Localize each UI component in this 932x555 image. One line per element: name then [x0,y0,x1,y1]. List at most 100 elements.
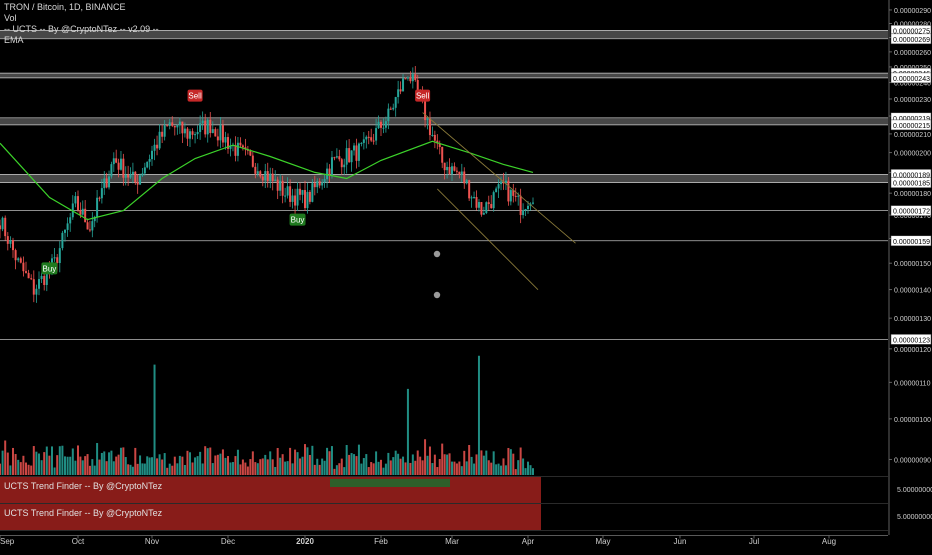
price-marker-box [890,72,932,84]
candle-body [244,147,247,150]
volume-bar [38,453,40,475]
channel-line [422,112,576,244]
volume-bar [517,460,520,475]
price-tick-label: 0.00000130 [894,316,931,323]
volume-bar [532,468,534,475]
volume-bar [527,461,529,475]
candle-body [64,229,66,233]
volume-bar [0,463,1,475]
candle-body [103,178,106,189]
volume-bar [191,462,194,475]
candle-body [392,107,395,110]
volume-bar [460,466,463,475]
candle-body [495,188,498,193]
volume-bar [266,459,269,475]
volume-bar [219,453,222,475]
price-tick-label: 0.00000290 [894,8,931,15]
candle-body [38,279,40,289]
candle-body [204,120,207,135]
volume-bar [211,463,214,475]
volume-bar [209,447,212,475]
volume-bar [239,464,242,475]
signal-badge-bg [187,89,203,102]
volume-bar [296,452,299,475]
volume-bar [487,460,490,475]
candle-body [17,258,20,261]
candle-body [40,275,43,280]
volume-bar [326,447,329,475]
candle-body [134,171,137,183]
time-tick-label: Jun [674,537,687,546]
volume-bar [196,456,199,475]
candle-body [380,121,382,128]
candle-body [507,180,510,202]
candle-body [455,170,458,172]
candle-body [397,89,400,98]
candle-body [438,143,441,147]
candle-body [446,166,449,171]
volume-bar [446,454,449,475]
price-marker-label: 0.00000159 [893,239,930,246]
candle-body [328,168,331,175]
volume-bar [71,448,74,475]
candle-body [294,195,297,206]
time-tick-label: Jul [749,537,759,546]
volume-bar [468,444,471,475]
vol-label: Vol [4,13,17,23]
volume-bar [241,459,244,475]
volume-bar [129,464,132,475]
candle-body [465,180,468,184]
volume-bar [58,446,61,475]
candle-body [224,137,227,143]
candle-body [96,197,99,217]
time-tick-label: Aug [822,537,836,546]
volume-bar [40,460,43,475]
volume-bar [524,468,527,475]
candle-body [424,99,427,121]
volume-bar [105,461,108,475]
volume-bar [355,456,358,475]
volume-bar [127,464,130,475]
candle-body [406,77,409,79]
volume-bar [199,451,202,475]
volume-bar [1,450,4,475]
volume-bar [45,446,48,475]
candle-body [330,157,333,175]
volume-bar [156,458,159,475]
signal-label: Buy [291,216,305,225]
volume-bar [259,459,262,475]
volume-bar [509,449,512,475]
channel-line [436,188,539,290]
volume-bar [131,466,134,475]
volume-bar [173,456,176,475]
candle-body [482,213,485,215]
price-tick-label: 0.00000120 [894,347,931,354]
price-marker-box [890,177,932,188]
candle-body [370,137,373,141]
candle-body [127,174,130,178]
volume-bar [274,466,277,475]
volume-bar [141,463,144,475]
candle-body [79,210,82,215]
candle-body [504,180,507,184]
candle-body [58,248,61,264]
volume-bar [64,456,66,475]
volume-bar [112,461,115,475]
time-tick-label: 2020 [296,537,314,546]
candle-body [115,158,118,163]
candle-body [151,150,153,160]
volume-bar [406,388,409,475]
volume-bar [367,467,370,475]
volume-bar [79,456,82,475]
symbol-title: TRON / Bitcoin, 1D, BINANCE [4,2,126,12]
candle-body [66,223,69,230]
signal-label: Sell [416,92,430,101]
volume-bar [91,459,94,475]
volume-bar [269,451,272,475]
volume-bar [81,460,84,475]
candle-body [299,188,302,195]
candle-body [402,78,405,92]
volume-bar [194,457,197,475]
